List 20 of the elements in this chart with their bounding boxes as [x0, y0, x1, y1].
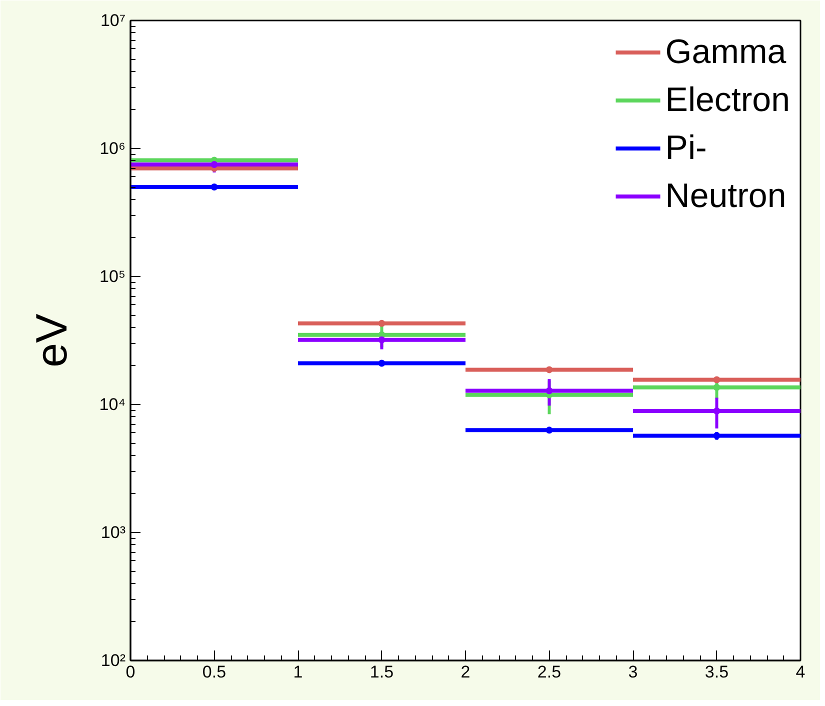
y-tick-label: 10⁶: [100, 139, 126, 158]
legend-label: Gamma: [665, 32, 786, 72]
x-tick-label: 1.5: [370, 662, 394, 682]
x-tick-label: 1: [293, 662, 303, 682]
y-tick-label: 10⁵: [100, 267, 126, 286]
legend-label: Electron: [665, 80, 790, 120]
x-tick-label: 0: [126, 662, 136, 682]
x-tick-label: 3: [628, 662, 638, 682]
x-tick-label: 2: [460, 662, 470, 682]
legend-label: Neutron: [665, 176, 786, 216]
legend-label: Pi-: [665, 128, 707, 168]
y-tick-label: 10⁷: [100, 11, 126, 30]
y-tick-label: 10²: [100, 651, 126, 670]
y-tick-label: 10⁴: [99, 395, 126, 414]
y-axis-title: eV: [27, 312, 76, 368]
x-tick-label: 4: [796, 662, 806, 682]
x-tick-label: 2.5: [537, 662, 562, 682]
x-tick-label: 3.5: [704, 662, 729, 682]
y-tick-label: 10³: [100, 523, 126, 542]
x-tick-label: 0.5: [202, 662, 226, 682]
